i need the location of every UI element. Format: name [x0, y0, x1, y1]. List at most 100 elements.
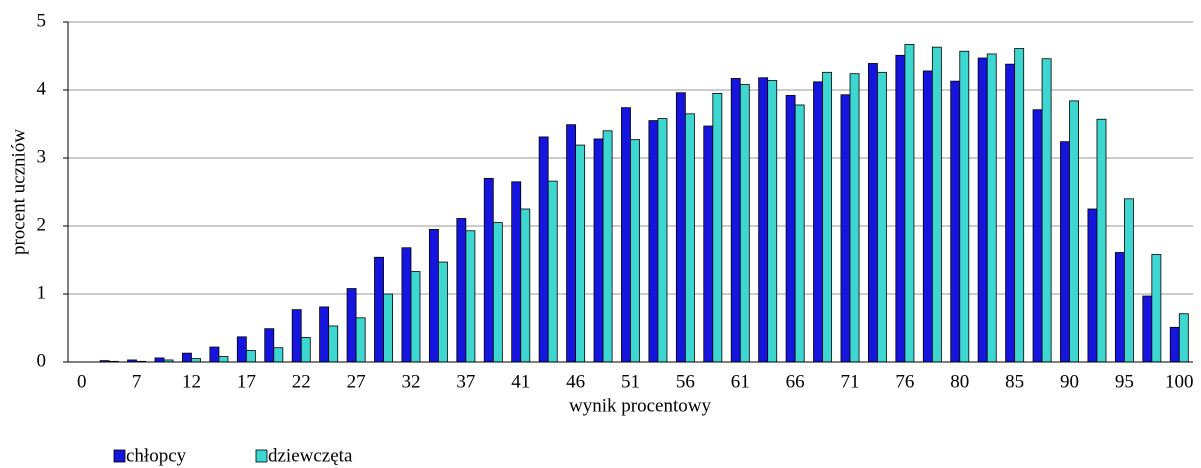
bar	[374, 256, 384, 363]
bar	[785, 95, 796, 363]
bar	[959, 50, 970, 363]
bar	[319, 306, 330, 363]
bar	[236, 336, 247, 363]
bar	[209, 346, 220, 363]
bar	[849, 73, 860, 363]
bar	[465, 230, 476, 363]
bar	[1178, 313, 1189, 363]
bar	[703, 125, 714, 363]
bar	[730, 78, 741, 363]
x-axis-title: wynik procentowy	[569, 395, 711, 416]
bar	[182, 352, 192, 363]
bar	[566, 124, 577, 363]
y-tick-label: 4	[37, 78, 47, 99]
bar	[1014, 48, 1025, 363]
bar	[977, 57, 988, 363]
bar	[355, 317, 366, 363]
bar	[813, 81, 823, 363]
bar	[300, 337, 311, 363]
bar	[922, 70, 933, 363]
x-tick-label: 32	[401, 371, 420, 392]
x-tick-label: 37	[456, 371, 475, 392]
legend-label: chłopcy	[126, 445, 187, 466]
bar	[245, 350, 256, 363]
bar	[154, 357, 165, 363]
x-tick-label: 61	[731, 371, 750, 392]
x-tick-label: 0	[77, 371, 87, 392]
bar	[1169, 326, 1180, 363]
x-tick-label: 27	[347, 371, 366, 392]
x-tick-label: 51	[621, 371, 640, 392]
bar	[648, 120, 659, 363]
bar	[328, 325, 339, 363]
bar	[621, 107, 631, 363]
y-tick-label: 0	[37, 350, 47, 371]
bar	[739, 84, 750, 363]
bar	[191, 358, 201, 363]
x-tick-label: 7	[132, 371, 142, 392]
x-tick-label: 100	[1165, 371, 1194, 392]
bar	[1069, 100, 1079, 363]
bar	[1142, 295, 1153, 363]
bar	[456, 218, 467, 363]
x-tick-label: 80	[950, 371, 969, 392]
x-tick-label: 46	[566, 371, 585, 392]
bar	[291, 309, 302, 363]
bar	[1032, 109, 1043, 363]
x-tick-label: 76	[895, 371, 914, 392]
bar	[483, 177, 494, 363]
bar	[264, 328, 275, 363]
bar	[1114, 252, 1125, 363]
bar	[767, 80, 778, 363]
y-tick-label: 1	[37, 282, 47, 303]
x-tick-label: 90	[1060, 371, 1079, 392]
bar	[538, 136, 549, 363]
bar	[492, 222, 503, 363]
legend-swatch	[113, 449, 126, 463]
legend-label: dziewczęta	[268, 445, 353, 466]
bar	[877, 71, 887, 363]
bar	[1124, 198, 1134, 363]
bar	[1087, 208, 1098, 363]
bar	[438, 261, 448, 363]
bar	[794, 104, 805, 363]
bar	[931, 46, 942, 363]
bar	[511, 181, 522, 363]
bar	[593, 138, 604, 363]
x-tick-label: 17	[237, 371, 256, 392]
bar	[840, 94, 851, 363]
bar	[401, 247, 412, 363]
bar	[986, 53, 997, 363]
bar	[520, 208, 531, 363]
y-tick-label: 5	[37, 10, 47, 31]
bar	[1096, 118, 1107, 363]
bar	[758, 77, 769, 363]
bar	[895, 54, 906, 363]
bar	[1041, 58, 1052, 363]
x-tick-label: 71	[841, 371, 860, 392]
bar	[383, 293, 394, 363]
bar	[675, 92, 686, 363]
legend-swatch	[255, 449, 268, 463]
x-tick-label: 85	[1005, 371, 1024, 392]
bar	[1151, 254, 1162, 363]
bar	[950, 80, 961, 363]
x-tick-label: 66	[786, 371, 805, 392]
x-tick-label: 22	[292, 371, 311, 392]
x-tick-label: 12	[182, 371, 201, 392]
bar	[547, 180, 558, 363]
bar	[346, 288, 357, 363]
bar	[867, 63, 878, 363]
bar	[904, 44, 915, 363]
bar	[1005, 63, 1016, 363]
bar	[410, 271, 421, 363]
y-axis-title: procent uczniów	[8, 129, 29, 255]
bar	[575, 144, 586, 363]
bar	[712, 93, 723, 363]
bar	[630, 139, 640, 363]
bar	[273, 347, 284, 363]
y-tick-label: 2	[37, 214, 47, 235]
y-tick-label: 3	[37, 146, 47, 167]
x-tick-label: 56	[676, 371, 695, 392]
